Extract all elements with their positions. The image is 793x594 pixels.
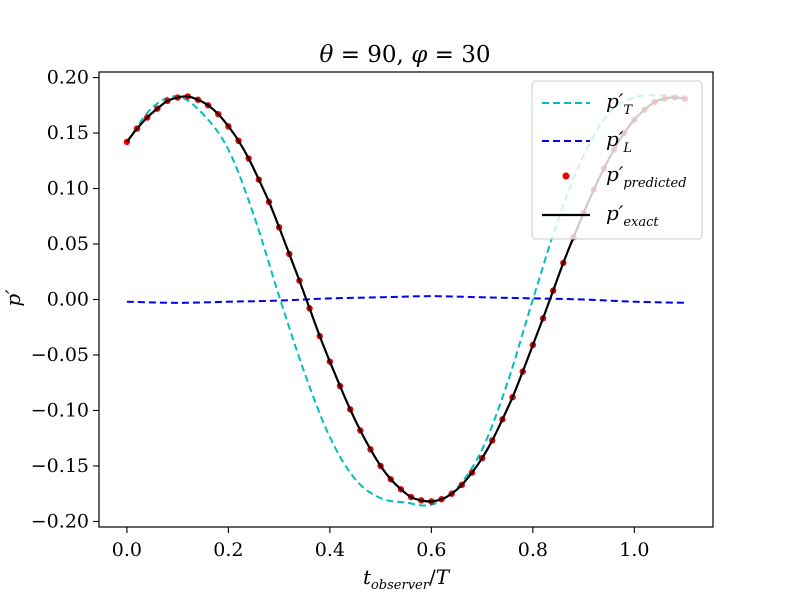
y-tick-label: 0.15	[47, 122, 89, 144]
y-tick-label: 0.10	[47, 178, 89, 200]
y-tick-label: −0.05	[31, 344, 89, 366]
x-tick-label: 0.4	[315, 539, 345, 561]
legend-frame	[531, 80, 703, 240]
y-axis-label: p′	[1, 289, 25, 307]
x-axis-ticks: 0.0 0.2 0.4 0.6 0.8 1.0	[112, 527, 649, 561]
y-tick-label: 0.20	[47, 67, 89, 89]
y-tick-label: 0.05	[47, 233, 89, 255]
x-tick-label: 0.6	[416, 539, 446, 561]
plot-area: 0.0 0.2 0.4 0.6 0.8 1.0 0.20 0.15 0.10 0.05 0.00 −…	[31, 67, 714, 561]
x-tick-label: 0.0	[112, 539, 142, 561]
series-line-p-l	[126, 295, 686, 304]
chart-title: θ = 90, φ = 30	[320, 42, 491, 68]
y-tick-label: −0.15	[31, 455, 89, 477]
x-tick-label: 0.2	[213, 539, 243, 561]
y-tick-label: −0.10	[31, 399, 89, 421]
legend: p′T p′L p′predicted p′exact	[531, 80, 703, 240]
y-axis-ticks: 0.20 0.15 0.10 0.05 0.00 −0.05 −0.10 −0.15 −0.20	[31, 67, 99, 532]
legend-swatch-p-predicted	[562, 172, 570, 180]
x-tick-label: 0.8	[518, 539, 548, 561]
series-line-p-t	[126, 94, 686, 507]
y-tick-label: −0.20	[31, 510, 89, 532]
x-tick-label: 1.0	[619, 539, 649, 561]
y-tick-label: 0.00	[47, 289, 89, 311]
